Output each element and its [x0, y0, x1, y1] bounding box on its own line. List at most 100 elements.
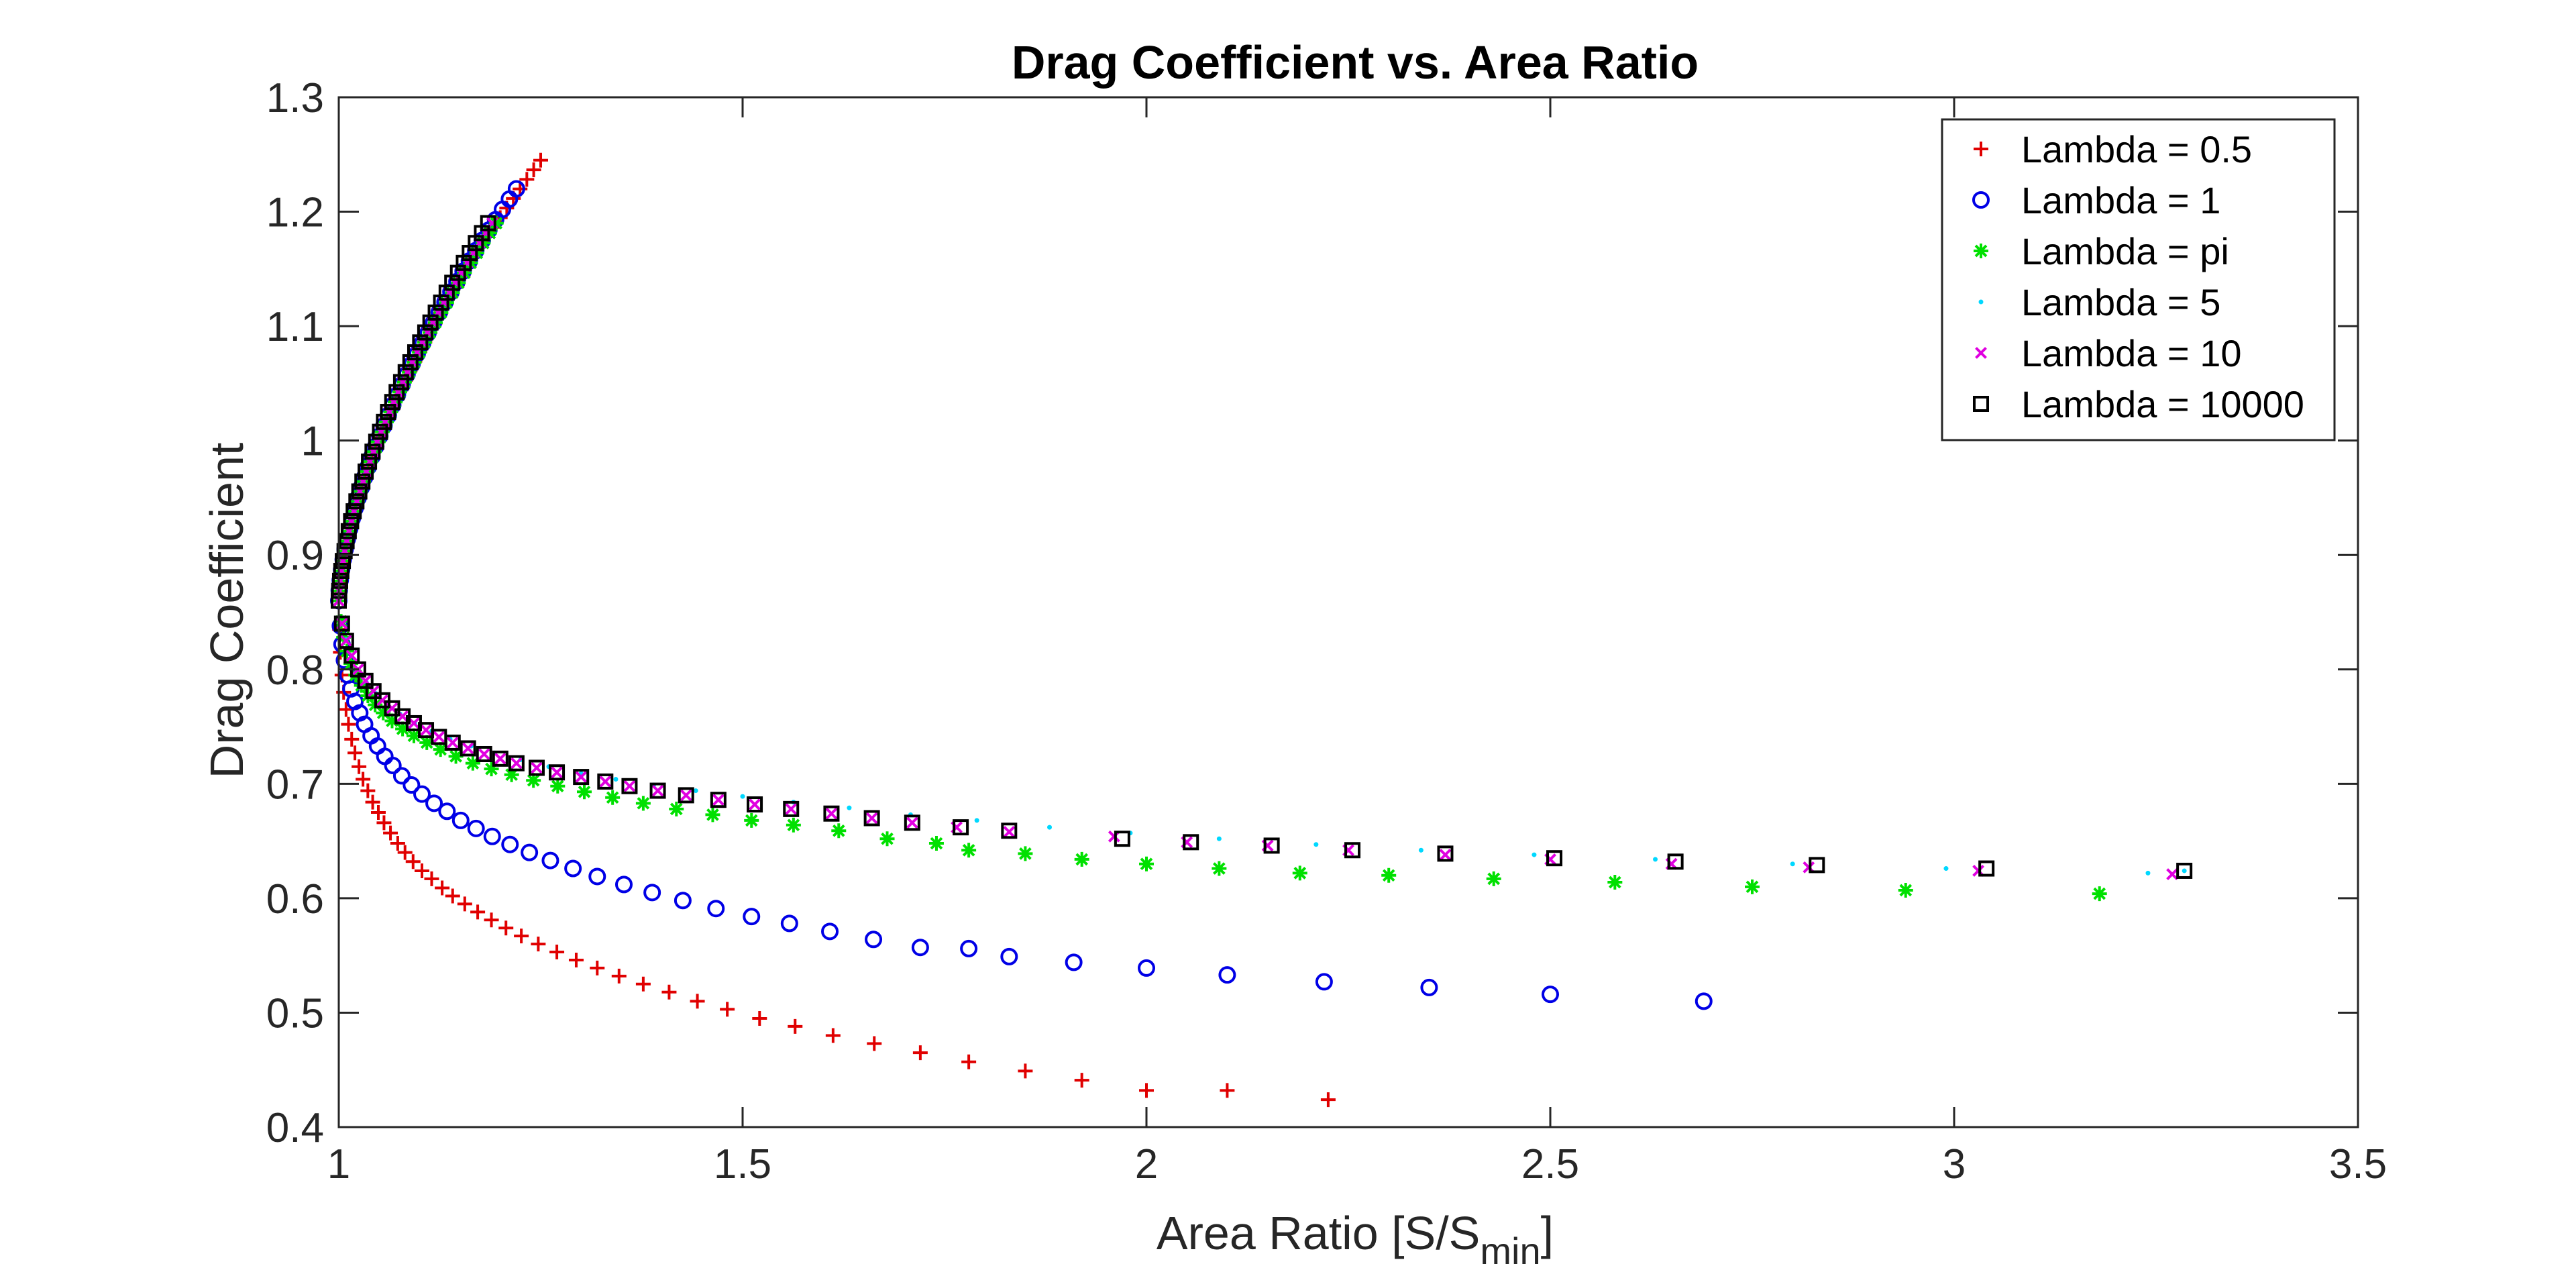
y-tick-label: 1 [301, 419, 324, 465]
data-point [365, 683, 382, 700]
data-point [1001, 823, 1018, 839]
data-point [478, 748, 490, 760]
legend-label: Lambda = 5 [2021, 281, 2220, 323]
data-point [1074, 851, 1089, 867]
data-point [605, 790, 621, 805]
data-point [1138, 959, 1155, 977]
legend-marker [1973, 396, 1989, 412]
data-point [368, 433, 384, 450]
data-point [339, 635, 352, 647]
x-axis-label: Area Ratio [S/Smin] [1157, 1207, 1554, 1267]
legend-label: Lambda = 0.5 [2021, 128, 2252, 170]
y-tick-label: 1.3 [266, 75, 324, 121]
data-point [492, 750, 508, 767]
data-point [420, 724, 432, 737]
data-point [597, 773, 614, 790]
data-point [526, 773, 541, 788]
data-point [904, 814, 920, 831]
plot-area [330, 152, 2193, 1108]
data-point [1065, 953, 1083, 971]
data-point [333, 563, 350, 580]
data-point [351, 483, 368, 500]
data-point [405, 854, 421, 869]
series-0 [331, 152, 1336, 1108]
x-tick-label: 2 [1135, 1141, 1158, 1187]
data-point [372, 423, 388, 440]
data-point [621, 778, 638, 794]
data-point [635, 976, 651, 992]
data-point [1898, 882, 1913, 898]
data-point [549, 764, 566, 781]
data-point [354, 473, 371, 490]
data-point [424, 871, 439, 886]
data-point [1790, 861, 1795, 867]
legend-marker [1975, 347, 1987, 359]
data-point [2145, 870, 2151, 876]
data-point [395, 721, 411, 737]
data-point [348, 493, 365, 510]
x-axis-label-suffix: ] [1541, 1207, 1554, 1259]
data-point [928, 836, 944, 851]
data-point [879, 831, 895, 847]
data-point [504, 767, 519, 782]
data-point [1420, 978, 1438, 996]
data-point [961, 843, 977, 858]
data-point [1745, 879, 1760, 894]
data-point [825, 807, 838, 820]
legend-label: Lambda = pi [2021, 230, 2229, 272]
data-point [433, 305, 449, 320]
data-point [911, 939, 929, 957]
legend-label: Lambda = 1 [2021, 179, 2220, 221]
data-point [338, 702, 354, 717]
data-point [678, 787, 694, 804]
data-point [2176, 862, 2193, 879]
data-point [465, 755, 480, 771]
data-point [384, 394, 400, 411]
data-point [710, 792, 727, 808]
data-point [383, 825, 398, 841]
data-point [550, 778, 566, 794]
data-point [1320, 1092, 1336, 1108]
data-point [462, 742, 474, 755]
data-point [669, 801, 684, 816]
data-point [821, 922, 839, 941]
series-5 [331, 215, 2193, 879]
data-point [690, 994, 705, 1009]
data-point [752, 1010, 767, 1026]
data-point [1183, 834, 1199, 851]
data-point [402, 776, 421, 794]
data-point [397, 845, 413, 860]
y-tick-label: 0.5 [266, 990, 324, 1037]
data-point [1486, 871, 1501, 886]
data-point [2092, 886, 2107, 902]
data-point [577, 784, 592, 800]
data-point [388, 384, 405, 401]
data-point [531, 761, 543, 774]
data-point [392, 374, 409, 390]
data-point [635, 796, 651, 811]
data-point [825, 1028, 841, 1043]
data-point [1018, 846, 1033, 861]
data-point [376, 705, 391, 721]
data-point [413, 785, 431, 803]
data-point [867, 1036, 882, 1051]
data-point [407, 344, 423, 361]
data-point [358, 463, 374, 480]
y-tick-label: 0.6 [266, 876, 324, 922]
data-point [906, 816, 918, 829]
x-tick-label: 2.5 [1521, 1141, 1579, 1187]
data-point [433, 731, 445, 743]
data-point [712, 794, 724, 806]
data-point [533, 152, 548, 168]
data-point [419, 735, 435, 750]
data-point [1220, 1083, 1235, 1098]
x-tick-label: 1 [327, 1141, 350, 1187]
data-point [352, 759, 367, 774]
data-point [1216, 836, 1222, 841]
data-point [526, 162, 541, 178]
y-tick-label: 0.4 [266, 1105, 324, 1151]
data-point [651, 784, 664, 797]
data-point [865, 931, 883, 949]
data-point [568, 952, 584, 967]
data-point [1695, 992, 1713, 1010]
